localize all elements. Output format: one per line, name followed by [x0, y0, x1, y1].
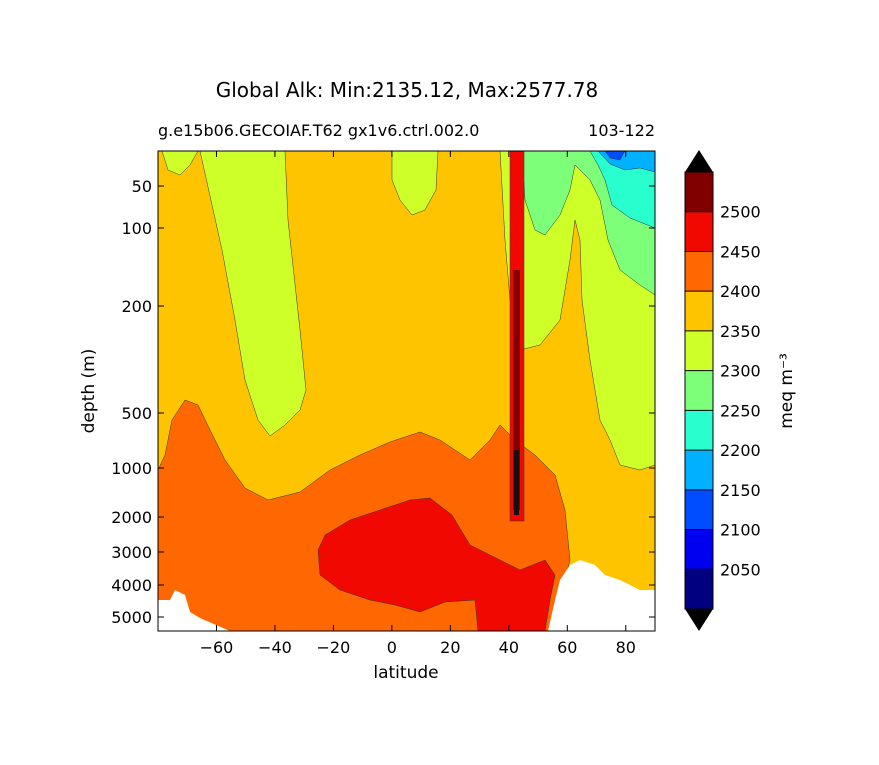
colorbar-tick-label: 2500	[720, 203, 761, 222]
colorbar-bin	[685, 291, 713, 331]
y-tick-label: 1000	[111, 459, 152, 478]
y-tick-label: 2000	[111, 508, 152, 527]
x-tick-label: −20	[317, 638, 351, 657]
chart-subtitle-right: 103-122	[588, 121, 655, 140]
chart-subtitle-left: g.e15b06.GECOIAF.T62 gx1v6.ctrl.002.0	[158, 121, 479, 140]
colorbar-frame	[684, 171, 714, 610]
colorbar-bin	[685, 172, 713, 212]
colorbar-tick-label: 2150	[720, 481, 761, 500]
colorbar-tick-label: 2400	[720, 282, 761, 301]
band-2100-2150	[604, 151, 626, 161]
x-tick-label: −60	[200, 638, 234, 657]
contour-fills	[158, 151, 655, 631]
colorbar-tick-label: 2350	[720, 322, 761, 341]
colorbar-extend-min	[685, 609, 713, 631]
colorbar-tick-label: 2200	[720, 441, 761, 460]
plot-frame	[157, 150, 656, 632]
band-2300-2350-south-small	[161, 151, 199, 176]
x-tick-label: 40	[499, 638, 519, 657]
y-tick-label: 5000	[111, 608, 152, 627]
y-tick-label: 200	[121, 297, 152, 316]
band-2200-2250	[589, 151, 655, 229]
land-mask-north	[548, 560, 655, 631]
colorbar-bin	[685, 251, 713, 292]
x-tick-label: 80	[616, 638, 636, 657]
x-axis-label: latitude	[373, 663, 438, 683]
contour-plot	[157, 150, 656, 632]
x-tick-label: 20	[440, 638, 460, 657]
chart-title: Global Alk: Min:2135.12, Max:2577.78	[216, 78, 599, 102]
colorbar: 2050 2100 2150 2200 2250 2300 2350 2400 2450 2500	[684, 150, 761, 631]
land-mask-south	[158, 590, 230, 631]
y-axis-label: depth (m)	[79, 349, 99, 434]
colorbar-label: meq m⁻³	[777, 353, 797, 429]
y-tick-label: 100	[121, 219, 152, 238]
band-2450-2500	[317, 497, 556, 631]
y-tick-label: 50	[132, 177, 152, 196]
band-2300-2350-south	[199, 151, 307, 437]
y-tick-label: 500	[121, 404, 152, 423]
colorbar-tick-label: 2100	[720, 521, 761, 540]
colorbar-bin	[685, 569, 713, 609]
med-tongue-max	[514, 450, 519, 515]
colorbar-bin	[685, 211, 713, 252]
colorbar-tick-label: 2450	[720, 242, 761, 261]
x-tick-label: 60	[557, 638, 577, 657]
colorbar-bin	[685, 370, 713, 411]
colorbar-bin	[685, 450, 713, 490]
colorbar-bin	[685, 529, 713, 570]
colorbar-tick-label: 2250	[720, 401, 761, 420]
x-tick-label: −40	[258, 638, 292, 657]
colorbar-tick-label: 2300	[720, 362, 761, 381]
colorbar-extend-max	[685, 150, 713, 172]
colorbar-bin	[685, 330, 713, 371]
band-2300-2350-mid	[391, 151, 439, 216]
y-axis: 50 100 200 500 1000 2000 3000 4000 5000	[111, 177, 655, 627]
y-tick-label: 3000	[111, 543, 152, 562]
colorbar-tick-label: 2050	[720, 560, 761, 579]
y-tick-label: 4000	[111, 576, 152, 595]
x-axis: −60 −40 −20 0 20 40 60 80	[200, 151, 636, 657]
med-tongue-inner	[513, 270, 520, 510]
colorbar-bin	[685, 489, 713, 530]
x-tick-label: 0	[387, 638, 397, 657]
colorbar-bin	[685, 410, 713, 451]
